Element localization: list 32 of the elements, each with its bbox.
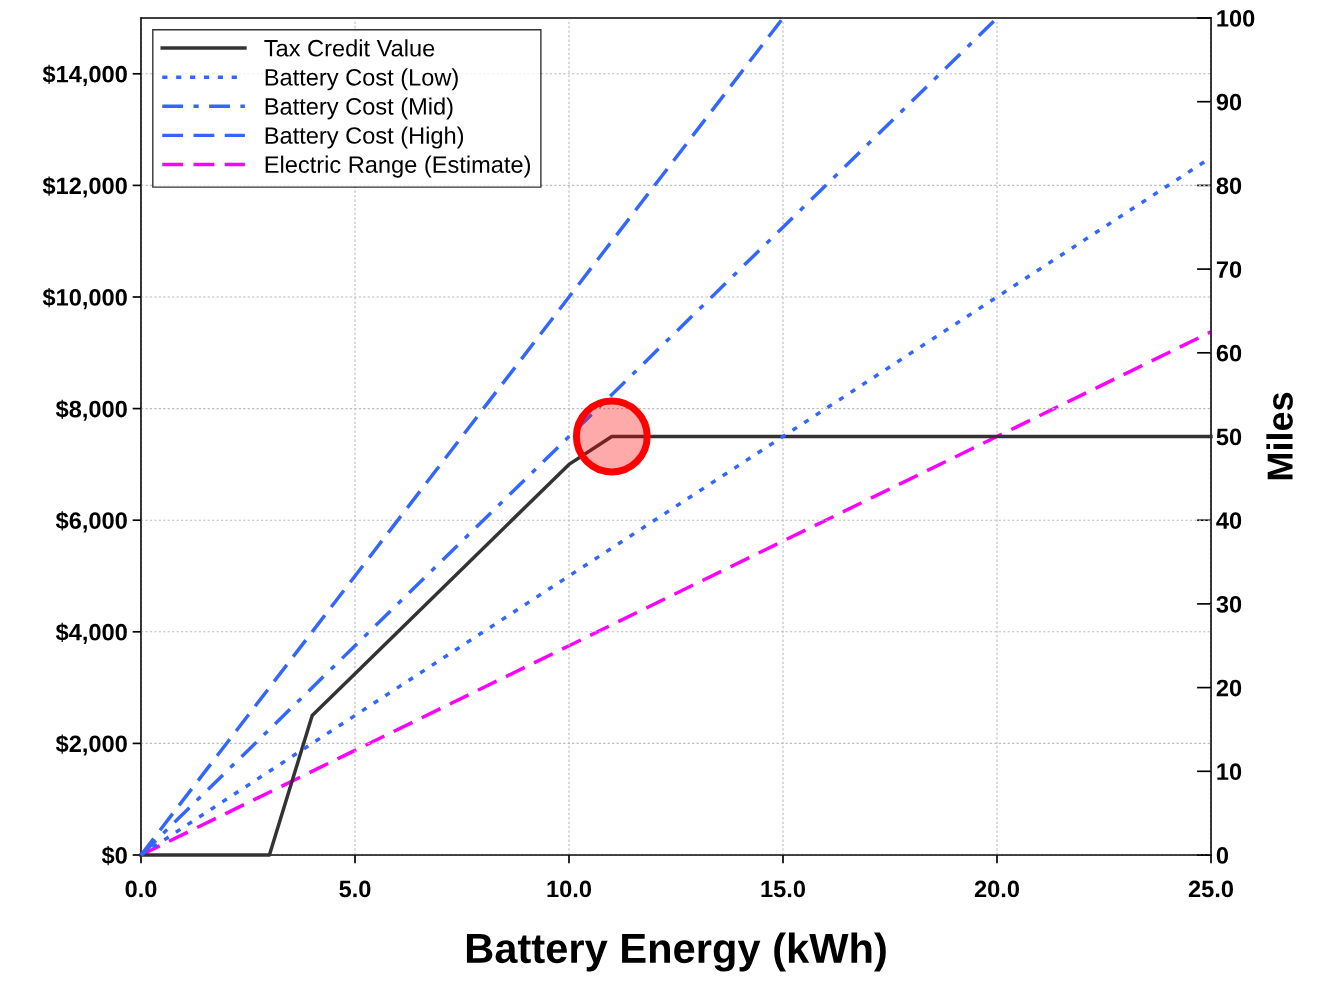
x-tick-label: 0.0	[125, 880, 157, 898]
legend-label: Electric Range (Estimate)	[265, 155, 530, 178]
y2-tick-label: 40	[1216, 512, 1242, 529]
x-tick-label: 15.0	[761, 880, 806, 898]
y2-tick-label: 30	[1216, 595, 1242, 613]
y2-tick-label: 70	[1216, 261, 1242, 278]
y2-tick-label: 10	[1217, 763, 1242, 781]
y-tick-label: $12,000	[42, 176, 127, 198]
y2-tick-label: 100	[1217, 10, 1255, 27]
y2-tick-label: 50	[1216, 428, 1242, 446]
y-tick-label: $0	[101, 846, 127, 866]
x-tick-label: 10.0	[547, 880, 592, 898]
x-tick-label: 20.0	[974, 880, 1020, 898]
y-tick-label: $14,000	[42, 64, 127, 87]
x-tick-label: 5.0	[339, 880, 371, 898]
legend-label: Battery Cost (Mid)	[265, 97, 453, 120]
y-tick-label: $8,000	[55, 399, 127, 421]
y2-tick-label: 0	[1216, 847, 1229, 864]
y2-tick-label: 60	[1216, 344, 1242, 362]
y2-tick-label: 80	[1216, 177, 1242, 195]
y-tick-label: $6,000	[55, 511, 127, 533]
y2-tick-label: 20	[1216, 679, 1242, 697]
y-tick-label: $2,000	[55, 734, 127, 756]
legend-label: Tax Credit Value	[264, 39, 435, 57]
y2-axis-title: Miles	[1266, 392, 1293, 480]
legend-label: Battery Cost (High)	[265, 126, 464, 149]
y2-tick-label: 90	[1216, 93, 1242, 111]
x-axis-title: Battery Energy (kWh)	[466, 932, 886, 972]
y-tick-label: $4,000	[55, 622, 127, 645]
legend-label: Battery Cost (Low)	[265, 68, 458, 91]
y-tick-label: $10,000	[42, 288, 127, 310]
x-tick-label: 25.0	[1188, 880, 1234, 898]
